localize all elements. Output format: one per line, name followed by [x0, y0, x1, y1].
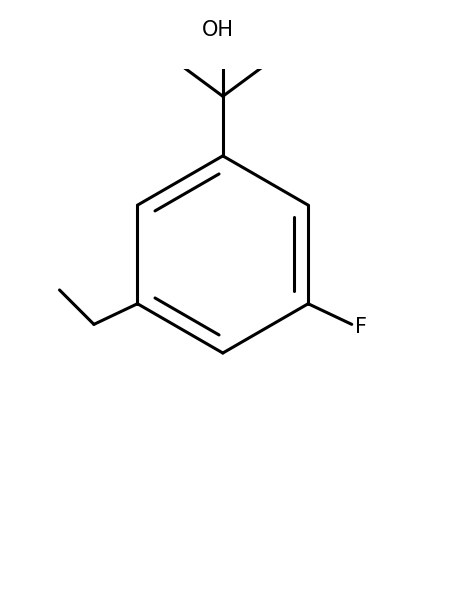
Text: F: F — [355, 316, 367, 337]
Text: OH: OH — [202, 20, 234, 41]
